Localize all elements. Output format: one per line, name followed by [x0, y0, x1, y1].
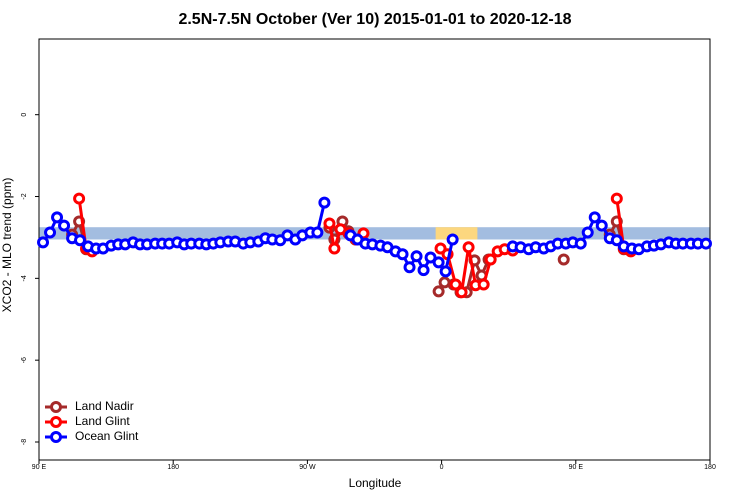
legend-label: Land Nadir	[75, 399, 134, 413]
data-point	[396, 248, 409, 261]
data-point	[44, 226, 57, 239]
data-point	[311, 226, 324, 239]
legend-marker	[50, 416, 62, 428]
legend-marker	[50, 431, 62, 443]
data-point	[323, 217, 336, 230]
y-tick-label: -6	[21, 357, 28, 363]
legend-label: Ocean Glint	[75, 429, 139, 443]
data-point	[37, 236, 50, 249]
data-point	[74, 234, 87, 247]
data-point	[462, 241, 475, 254]
data-point	[417, 264, 430, 277]
data-point	[595, 219, 608, 232]
data-point	[439, 265, 452, 278]
data-point	[449, 278, 462, 291]
data-point	[588, 211, 601, 224]
band	[435, 227, 478, 240]
data-point	[557, 253, 570, 266]
chart-title: 2.5N-7.5N October (Ver 10) 2015-01-01 to…	[178, 11, 571, 28]
data-point	[432, 285, 445, 298]
data-point	[51, 211, 64, 224]
y-tick-label: 0	[21, 113, 28, 117]
plot-frame	[38, 38, 711, 461]
x-tick-label: 90 W	[299, 464, 316, 471]
data-point	[73, 192, 86, 205]
y-tick-label: -2	[21, 193, 28, 199]
data-point	[610, 192, 623, 205]
x-tick-label: 180	[704, 464, 716, 471]
x-axis-label: Longitude	[349, 476, 402, 490]
data-point	[574, 237, 587, 250]
x-tick-label: 180	[167, 464, 179, 471]
y-axis-label: XCO2 - MLO trend (ppm)	[0, 178, 14, 313]
y-tick-label: -8	[21, 439, 28, 445]
legend-label: Land Glint	[75, 414, 130, 428]
data-point	[328, 242, 341, 255]
band	[39, 227, 710, 240]
data-point	[403, 261, 416, 274]
data-point	[432, 256, 445, 269]
data-point	[424, 251, 437, 264]
x-tick-label: 90 E	[569, 464, 584, 471]
data-point	[455, 286, 468, 299]
data-point	[699, 237, 712, 250]
data-point	[410, 250, 423, 263]
legend-marker	[50, 401, 62, 413]
data-point	[58, 219, 71, 232]
data-point	[610, 234, 623, 247]
x-tick-label: 0	[440, 464, 444, 471]
data-point	[318, 196, 331, 209]
data-point	[484, 253, 497, 266]
x-tick-label: 90 E	[32, 464, 47, 471]
data-point	[581, 226, 594, 239]
data-point	[446, 233, 459, 246]
data-point	[477, 278, 490, 291]
y-tick-label: -4	[21, 275, 28, 281]
